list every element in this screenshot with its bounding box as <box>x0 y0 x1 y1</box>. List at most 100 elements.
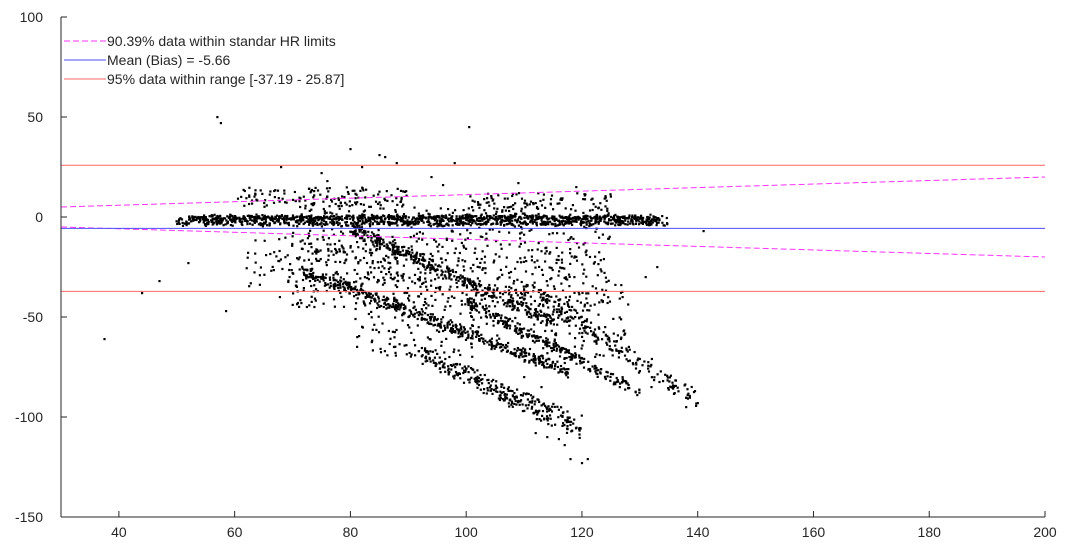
scatter-point <box>263 214 266 217</box>
scatter-point <box>391 243 394 246</box>
scatter-point <box>560 307 564 311</box>
scatter-point <box>261 225 264 228</box>
scatter-point <box>593 328 597 331</box>
scatter-point <box>594 255 597 258</box>
scatter-point <box>285 221 288 224</box>
scatter-point <box>396 260 399 263</box>
scatter-point <box>402 279 405 282</box>
scatter-point <box>666 379 669 382</box>
scatter-point <box>608 219 611 222</box>
scatter-point <box>568 299 571 302</box>
scatter-point <box>531 216 534 219</box>
scatter-point <box>586 458 589 461</box>
scatter-point <box>354 317 357 321</box>
scatter-point <box>580 357 584 360</box>
scatter-point <box>514 289 517 292</box>
scatter-point <box>483 216 486 219</box>
scatter-point <box>229 224 232 227</box>
hr-limit-line-lower <box>60 226 1046 258</box>
scatter-point <box>622 222 625 225</box>
scatter-point <box>328 276 331 279</box>
scatter-point <box>530 228 533 231</box>
scatter-point <box>408 276 411 279</box>
scatter-point <box>554 222 557 226</box>
scatter-point <box>309 268 312 271</box>
scatter-point <box>491 199 494 202</box>
scatter-point <box>608 345 611 348</box>
scatter-point <box>607 296 610 299</box>
scatter-point <box>372 214 375 217</box>
scatter-point <box>511 297 514 300</box>
scatter-point <box>527 315 530 319</box>
scatter-point <box>515 291 518 294</box>
scatter-point <box>426 321 429 324</box>
scatter-point <box>464 260 467 263</box>
scatter-point <box>505 265 508 268</box>
scatter-point <box>455 215 458 218</box>
scatter-point <box>370 296 373 299</box>
scatter-point <box>426 243 429 246</box>
scatter-point <box>624 332 627 335</box>
axis-ticks: 40 60 80 100 120 140 160 180 200-150-100-5005010… <box>15 9 1057 540</box>
scatter-point <box>618 220 621 223</box>
scatter-point <box>432 319 435 322</box>
scatter-point <box>427 212 430 215</box>
scatter-point <box>541 410 545 413</box>
scatter-point <box>542 193 545 196</box>
scatter-point <box>263 205 266 208</box>
scatter-point <box>559 351 562 354</box>
scatter-point <box>248 195 251 198</box>
scatter-point <box>536 259 539 262</box>
scatter-point <box>575 259 579 262</box>
scatter-point <box>393 216 396 219</box>
scatter-point <box>556 224 559 227</box>
scatter-point <box>462 244 465 247</box>
scatter-point <box>405 194 408 197</box>
scatter-point <box>557 345 561 348</box>
scatter-point <box>433 238 436 241</box>
scatter-point <box>264 220 268 223</box>
scatter-point <box>548 341 551 344</box>
scatter-point <box>396 187 399 190</box>
scatter-point <box>671 381 674 384</box>
scatter-point <box>315 276 318 279</box>
scatter-point <box>474 331 477 334</box>
scatter-point <box>372 194 375 197</box>
scatter-point <box>327 237 330 240</box>
scatter-point <box>355 203 358 206</box>
scatter-point <box>359 259 362 262</box>
scatter-point <box>528 401 531 404</box>
scatter-point <box>496 217 499 220</box>
scatter-point <box>443 362 446 365</box>
scatter-point <box>664 373 667 376</box>
scatter-point <box>344 259 347 262</box>
scatter-point <box>485 237 488 240</box>
scatter-point <box>185 223 188 226</box>
scatter-point <box>496 390 499 393</box>
scatter-point <box>436 265 440 268</box>
scatter-point <box>346 272 349 275</box>
scatter-point <box>614 213 617 216</box>
scatter-point <box>652 219 655 222</box>
scatter-point <box>430 279 433 282</box>
scatter-point <box>496 313 499 316</box>
x-tick-label: 160 <box>802 524 826 540</box>
scatter-point <box>325 187 329 190</box>
scatter-point <box>595 353 598 356</box>
scatter-point <box>196 217 199 220</box>
scatter-point <box>454 370 458 374</box>
scatter-point <box>279 258 282 261</box>
scatter-point <box>546 410 549 413</box>
scatter-point <box>550 194 554 197</box>
scatter-point <box>469 267 472 270</box>
scatter-point <box>455 325 458 328</box>
scatter-point <box>582 320 585 324</box>
scatter-point <box>389 337 392 340</box>
scatter-point <box>440 340 443 343</box>
scatter-point <box>356 345 359 348</box>
scatter-point <box>392 304 395 307</box>
scatter-point <box>350 286 353 289</box>
scatter-point <box>447 367 450 370</box>
scatter-point <box>494 253 497 256</box>
scatter-point <box>248 194 251 197</box>
